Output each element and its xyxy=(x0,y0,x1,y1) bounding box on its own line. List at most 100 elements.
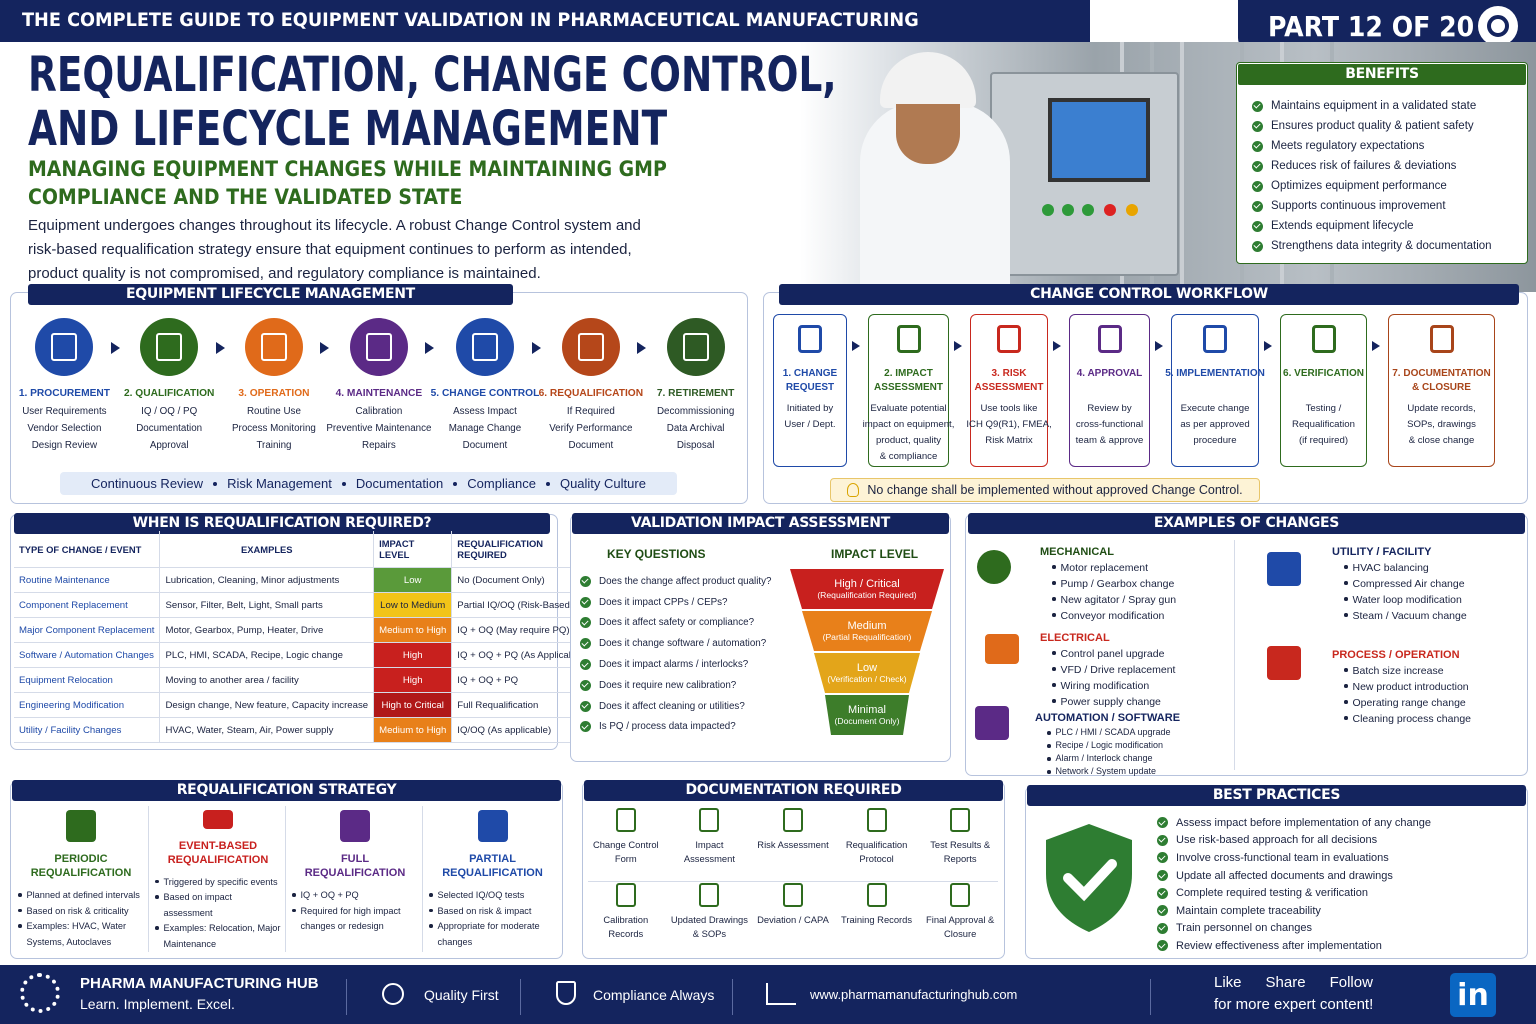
workflow-note-box: No change shall be implemented without a… xyxy=(830,478,1260,502)
stage-line: Design Review xyxy=(31,440,98,451)
icon-glyph xyxy=(577,333,604,361)
table-cell: Medium to High xyxy=(373,617,453,643)
header-cell: REQUALIFICATION REQUIRED xyxy=(451,531,591,568)
impact-funnel: High / Critical (Requalification Required… xyxy=(790,569,944,737)
docs-items: Change Control Form Impact Assessment Risk… xyxy=(584,808,1002,958)
doc-icon xyxy=(615,808,636,832)
part-label: PART 12 OF 20 xyxy=(1268,10,1475,43)
table-cell: No (Document Only) xyxy=(451,567,591,593)
doc-item: Calibration Records xyxy=(584,883,668,958)
list-item: Supports continuous improvement xyxy=(1252,196,1492,216)
doc-icon xyxy=(950,808,971,832)
level-name: Medium xyxy=(847,620,887,632)
step-line: ICH Q9(R1), FMEA, xyxy=(966,419,1052,430)
label-line: ASSESSMENT xyxy=(974,382,1044,393)
strategy-title: REQUALIFICATION STRATEGY xyxy=(12,780,561,801)
label-line: 6. VERIFICATION xyxy=(1283,368,1364,379)
doc-label: Deviation / CAPA xyxy=(757,914,829,925)
group-item: New agitator / Spray gun xyxy=(1052,592,1177,608)
check-icon xyxy=(1252,220,1263,232)
table-cell: Low xyxy=(373,567,453,593)
doc-item: Risk Assessment xyxy=(751,808,835,883)
stage-label: 7. RETIREMENT xyxy=(656,388,735,399)
intro-line: Equipment undergoes changes throughout i… xyxy=(28,217,641,234)
stage-label: 2. QUALIFICATION xyxy=(123,388,215,399)
name-line: EVENT-BASED xyxy=(178,839,258,852)
item-text: Train personnel on changes xyxy=(1176,922,1312,935)
check-icon xyxy=(1157,905,1168,917)
step-line: Evaluate potential xyxy=(870,403,947,414)
stage-line: Process Monitoring xyxy=(232,423,316,434)
list-item: Does it change software / automation? xyxy=(580,633,771,654)
list-item: Maintain complete traceability xyxy=(1157,902,1431,920)
icon-glyph xyxy=(471,333,498,361)
stage-icon xyxy=(244,318,303,376)
footer-item: Risk Management xyxy=(203,476,332,491)
table-cell: IQ + OQ + PQ xyxy=(451,667,591,693)
linkedin-button[interactable]: in xyxy=(1450,973,1496,1017)
docs-box xyxy=(582,781,1005,959)
item-text: Does it impact alarms / interlocks? xyxy=(599,659,749,671)
stage-line: Documentation xyxy=(136,423,203,434)
bullet: Required for high impact changes or rede… xyxy=(292,904,418,935)
check-icon xyxy=(580,659,591,671)
doc-label: Test Results & Reports xyxy=(930,839,991,864)
table-cell: Software / Automation Changes xyxy=(14,642,161,668)
brand: PHARMA MANUFACTURING HUB xyxy=(80,975,319,992)
stage-icon xyxy=(455,318,514,376)
item-text: Maintain complete traceability xyxy=(1176,904,1321,917)
item-text: Meets regulatory expectations xyxy=(1271,140,1425,152)
stage-line: Training xyxy=(256,440,292,451)
label-line: 3. RISK xyxy=(991,368,1027,379)
group-item: Power supply change xyxy=(1052,694,1175,710)
shield-icon xyxy=(556,981,576,1005)
level-note: (Requalification Required) xyxy=(817,590,917,600)
stage-line: Document xyxy=(568,440,614,451)
workflow-step: 1. CHANGE REQUEST Initiated by User / Dept. xyxy=(773,314,860,467)
separator xyxy=(732,979,733,1015)
item-text: Does it require new calibration? xyxy=(599,679,737,691)
doc-item: Test Results & Reports xyxy=(918,808,1002,883)
table-cell: Medium to High xyxy=(373,717,453,743)
strategy-item: PARTIAL REQUALIFICATION Selected IQ/OQ tes… xyxy=(423,806,560,952)
check-icon xyxy=(580,700,591,712)
step-line: Update records, xyxy=(1407,403,1476,414)
item-text: Does it change software / automation? xyxy=(599,638,767,650)
workflow-step: 4. APPROVAL Review by cross-functional team… xyxy=(1069,314,1163,467)
step-line: & compliance xyxy=(879,451,938,462)
label-line: 7. DOCUMENTATION xyxy=(1392,368,1491,379)
doc-item: Deviation / CAPA xyxy=(751,883,835,958)
item-text: Reduces risk of failures & deviations xyxy=(1271,160,1457,172)
example-group: AUTOMATION / SOFTWARE PLC / HMI / SCADA u… xyxy=(1035,712,1180,778)
check-icon xyxy=(1252,120,1263,132)
stage-line: Disposal xyxy=(676,440,715,451)
group-item: Alarm / Interlock change xyxy=(1047,752,1180,765)
stage-line: User Requirements xyxy=(22,406,107,417)
label-line: 2. IMPACT xyxy=(884,368,933,379)
workflow-note: No change shall be implemented without a… xyxy=(867,483,1243,497)
group-icon xyxy=(975,706,1009,740)
doc-item: Change Control Form xyxy=(584,808,668,883)
item-text: Does it impact CPPs / CEPs? xyxy=(599,596,728,608)
target-icon xyxy=(382,983,404,1005)
gear-icon xyxy=(1478,6,1518,46)
check-icon xyxy=(580,721,591,733)
bullet: Based on risk & criticality xyxy=(18,904,144,920)
item-text: Use risk-based approach for all decision… xyxy=(1176,834,1378,847)
lifecycle-stage: 1. PROCUREMENT User Requirements Vendor Se… xyxy=(12,318,120,454)
workflow-box xyxy=(763,292,1528,504)
footer: PHARMA MANUFACTURING HUB Learn. Implemen… xyxy=(0,965,1536,1024)
step-line: Execute change xyxy=(1180,403,1250,414)
level-note: (Partial Requalification) xyxy=(822,632,912,642)
step-line: User / Dept. xyxy=(784,419,836,430)
subtitle-line: MANAGING EQUIPMENT CHANGES WHILE MAINTAI… xyxy=(28,157,667,181)
icon-glyph xyxy=(51,333,78,361)
icon-glyph xyxy=(682,333,709,361)
strategy-name: EVENT-BASED REQUALIFICATION xyxy=(168,839,269,867)
stage-icon xyxy=(666,318,725,376)
strategy-name: PARTIAL REQUALIFICATION xyxy=(442,852,543,880)
intro-line: product quality is not compromised, and … xyxy=(28,265,541,282)
group-item: Wiring modification xyxy=(1052,678,1175,694)
example-group: PROCESS / OPERATION Batch size increase Ne… xyxy=(1332,649,1471,727)
group-name: PROCESS / OPERATION xyxy=(1332,649,1460,661)
